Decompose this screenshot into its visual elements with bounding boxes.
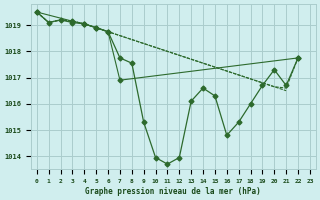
X-axis label: Graphe pression niveau de la mer (hPa): Graphe pression niveau de la mer (hPa) xyxy=(85,187,261,196)
